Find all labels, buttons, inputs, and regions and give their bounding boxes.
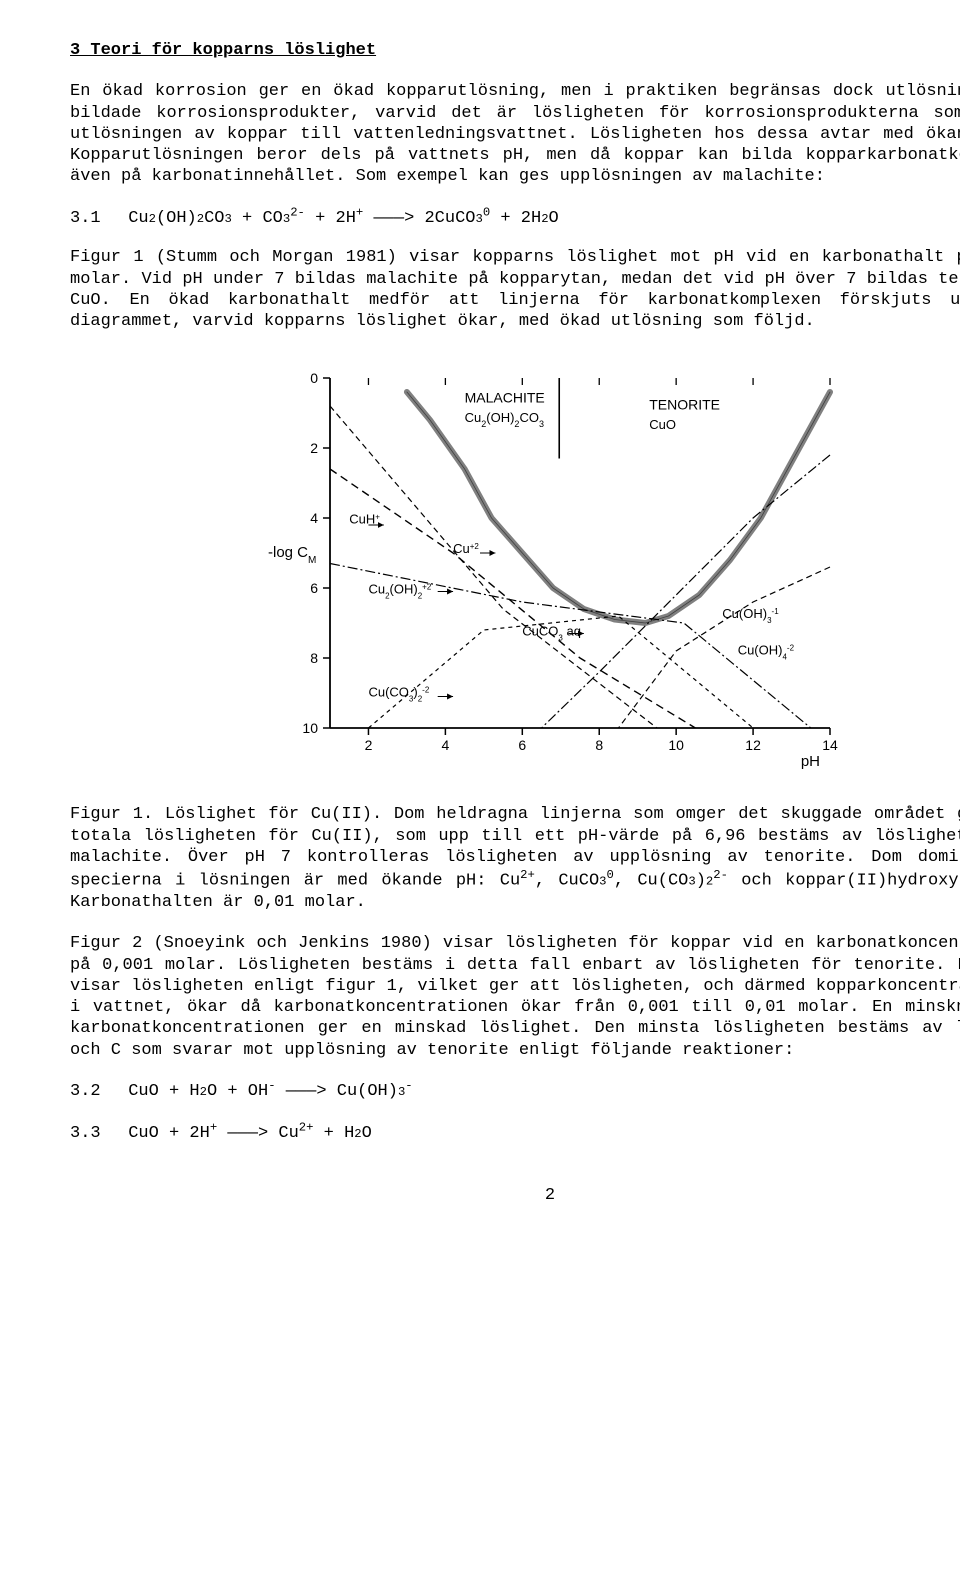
- page-number: 2: [70, 1185, 960, 1206]
- svg-text:10: 10: [668, 737, 684, 753]
- svg-text:-log CM: -log CM: [268, 544, 316, 566]
- svg-text:CuO: CuO: [649, 417, 676, 432]
- svg-text:CuCO3 aq: CuCO3 aq: [522, 624, 581, 643]
- svg-text:8: 8: [595, 737, 603, 753]
- equation-body: CuO + H2O + OH- ———> Cu(OH)3-: [128, 1082, 412, 1101]
- svg-text:Cu(OH)4-2: Cu(OH)4-2: [738, 643, 795, 662]
- svg-text:0: 0: [310, 370, 318, 386]
- svg-text:Cu2(OH)2+2: Cu2(OH)2+2: [368, 582, 431, 601]
- svg-text:12: 12: [745, 737, 761, 753]
- svg-text:6: 6: [518, 737, 526, 753]
- section-title: 3 Teori för kopparns löslighet: [70, 40, 960, 61]
- svg-text:pH: pH: [801, 753, 820, 770]
- equation-number: 3.1: [70, 208, 118, 229]
- svg-text:10: 10: [302, 720, 318, 736]
- svg-text:4: 4: [441, 737, 449, 753]
- svg-text:4: 4: [310, 510, 318, 526]
- svg-text:CuH+: CuH+: [349, 512, 380, 527]
- paragraph-1: En ökad korrosion ger en ökad kopparutlö…: [70, 81, 960, 187]
- paragraph-2: Figur 1 (Stumm och Morgan 1981) visar ko…: [70, 247, 960, 332]
- equation-body: CuO + 2H+ ———> Cu2+ + H2O: [128, 1124, 372, 1143]
- svg-text:Cu(CO3)2-2: Cu(CO3)2-2: [368, 685, 429, 704]
- svg-text:Cu(OH)3-1: Cu(OH)3-1: [722, 606, 779, 625]
- equation-3-2: 3.2 CuO + H2O + OH- ———> Cu(OH)3-: [70, 1079, 960, 1103]
- solubility-chart-svg: 0 2 4 6 8 10 2 4 6 8 10 12 14 -log CM pH MALACHITE Cu2(O…: [240, 358, 860, 778]
- equation-3-1: 3.1 Cu2(OH)2CO3 + CO32- + 2H+ ———> 2CuCO…: [70, 206, 960, 230]
- svg-text:Cu2(OH)2CO3: Cu2(OH)2CO3: [465, 410, 544, 429]
- svg-text:6: 6: [310, 580, 318, 596]
- equation-3-3: 3.3 CuO + 2H+ ———> Cu2+ + H2O: [70, 1121, 960, 1145]
- svg-text:TENORITE: TENORITE: [649, 397, 720, 413]
- equation-body: Cu2(OH)2CO3 + CO32- + 2H+ ———> 2CuCO30 +…: [128, 209, 559, 228]
- svg-text:Cu+2: Cu+2: [453, 541, 479, 556]
- svg-text:MALACHITE: MALACHITE: [465, 390, 545, 406]
- svg-text:2: 2: [310, 440, 318, 456]
- figure-1: 0 2 4 6 8 10 2 4 6 8 10 12 14 -log CM pH MALACHITE Cu2(O…: [240, 358, 860, 778]
- svg-text:8: 8: [310, 650, 318, 666]
- paragraph-3: Figur 2 (Snoeyink och Jenkins 1980) visa…: [70, 933, 960, 1061]
- figure-1-caption: Figur 1. Löslighet för Cu(II). Dom heldr…: [70, 804, 960, 913]
- svg-text:14: 14: [822, 737, 838, 753]
- svg-text:2: 2: [365, 737, 373, 753]
- equation-number: 3.3: [70, 1123, 118, 1144]
- equation-number: 3.2: [70, 1081, 118, 1102]
